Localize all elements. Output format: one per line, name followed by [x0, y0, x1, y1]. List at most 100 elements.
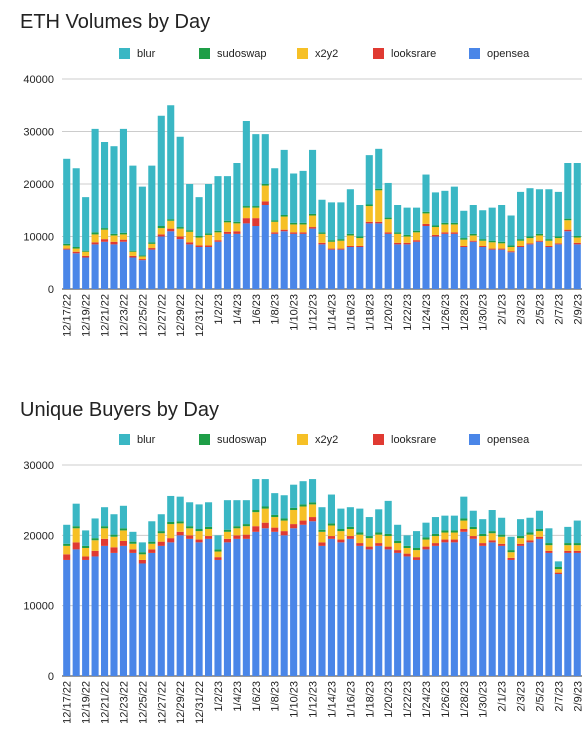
bar-segment-x2y2	[498, 536, 506, 544]
x-tick-label: 1/12/23	[308, 294, 320, 331]
legend-swatch-sudoswap	[199, 48, 210, 59]
bar-segment-looksrare	[545, 245, 553, 247]
bar-segment-sudoswap	[119, 232, 127, 235]
bar-segment-looksrare	[157, 541, 165, 546]
bar-segment-blur	[346, 189, 354, 234]
bar-segment-looksrare	[327, 536, 335, 539]
bar-segment-opensea	[167, 542, 175, 676]
bar-segment-blur	[535, 189, 543, 234]
bar-segment-x2y2	[346, 235, 354, 246]
bar-segment-sudoswap	[479, 533, 487, 537]
bar-segment-looksrare	[507, 557, 515, 560]
legend-item-looksrare: looksrare	[373, 434, 436, 446]
bar-segment-sudoswap	[526, 236, 534, 239]
x-tick-label: 1/4/23	[232, 681, 244, 712]
bar-segment-x2y2	[299, 224, 307, 233]
bar-segment-looksrare	[195, 539, 203, 543]
legend-swatch-blur	[119, 48, 130, 59]
bar-segment-looksrare	[327, 248, 335, 250]
bar-segment-x2y2	[431, 536, 439, 544]
x-tick-label: 1/14/23	[326, 294, 338, 331]
bar-segment-looksrare	[167, 538, 175, 543]
bar-segment-sudoswap	[479, 239, 487, 241]
bar-segment-opensea	[223, 233, 231, 290]
bar-segment-x2y2	[63, 545, 71, 555]
x-tick-label: 1/22/23	[402, 294, 414, 331]
bar-segment-blur	[63, 158, 71, 244]
bar-segment-sudoswap	[195, 235, 203, 238]
legend-swatch-x2y2	[297, 434, 308, 445]
bar-segment-opensea	[535, 241, 543, 289]
bar-segment-x2y2	[157, 228, 165, 235]
bar-segment-blur	[498, 205, 506, 242]
bar-segment-x2y2	[110, 536, 118, 548]
bar-segment-x2y2	[138, 554, 146, 560]
bar-segment-x2y2	[205, 529, 213, 537]
bar-segment-x2y2	[119, 234, 127, 240]
bar-segment-opensea	[261, 528, 269, 676]
bar-segment-sudoswap	[346, 233, 354, 236]
bar-segment-looksrare	[460, 529, 468, 532]
bar-segment-x2y2	[110, 235, 118, 242]
bar-segment-x2y2	[488, 533, 496, 541]
bar-segment-sudoswap	[507, 245, 515, 247]
bar-segment-looksrare	[261, 201, 269, 205]
bar-segment-blur	[535, 510, 543, 530]
bar-segment-opensea	[479, 545, 487, 676]
bar-segment-looksrare	[290, 524, 298, 529]
bar-segment-blur	[157, 115, 165, 226]
bar-segment-looksrare	[384, 232, 392, 234]
bar-segment-x2y2	[214, 551, 222, 558]
bar-segment-looksrare	[280, 229, 288, 232]
x-tick-label: 1/30/23	[478, 294, 490, 331]
bar-segment-looksrare	[205, 245, 213, 247]
bar-segment-opensea	[205, 538, 213, 676]
bar-segment-sudoswap	[545, 239, 553, 241]
bar-segment-x2y2	[413, 232, 421, 241]
bar-segment-blur	[573, 163, 581, 236]
bar-segment-looksrare	[119, 239, 127, 242]
bar-segment-sudoswap	[498, 534, 506, 537]
bar-segment-x2y2	[545, 545, 553, 551]
bar-segment-blur	[299, 481, 307, 505]
bar-segment-x2y2	[261, 508, 269, 523]
bar-segment-opensea	[413, 559, 421, 676]
bar-segment-opensea	[327, 538, 335, 676]
bar-segment-looksrare	[252, 526, 260, 532]
bar-segment-x2y2	[205, 234, 213, 246]
bar-segment-blur	[327, 202, 335, 241]
bar-segment-opensea	[186, 244, 194, 290]
x-tick-label: 12/21/22	[100, 681, 112, 724]
bar-segment-sudoswap	[394, 232, 402, 234]
legend-swatch-opensea	[469, 434, 480, 445]
bar-segment-blur	[526, 517, 534, 533]
bar-segment-x2y2	[327, 525, 335, 537]
x-tick-label: 2/5/23	[534, 681, 546, 712]
bar-segment-opensea	[460, 247, 468, 289]
bar-segment-looksrare	[299, 520, 307, 525]
bar-segment-sudoswap	[403, 545, 411, 548]
x-tick-label: 12/27/22	[156, 294, 168, 337]
legend-item-opensea: opensea	[469, 434, 530, 446]
bar-segment-looksrare	[337, 248, 345, 250]
bar-segment-sudoswap	[309, 213, 317, 216]
bar-segment-looksrare	[129, 255, 137, 258]
bar-segment-blur	[167, 495, 175, 522]
bar-segment-opensea	[488, 249, 496, 290]
bar-segment-x2y2	[119, 530, 127, 541]
bar-segment-blur	[413, 531, 421, 548]
bar-segment-blur	[488, 207, 496, 241]
legend-item-sudoswap: sudoswap	[199, 48, 267, 60]
bar-segment-sudoswap	[488, 531, 496, 534]
x-tick-label: 1/16/23	[345, 294, 357, 331]
x-tick-label: 1/10/23	[289, 294, 301, 331]
bar-segment-x2y2	[129, 251, 137, 256]
bar-segment-opensea	[479, 247, 487, 289]
bar-segment-x2y2	[148, 243, 156, 249]
bar-segment-looksrare	[346, 536, 354, 539]
bar-segment-sudoswap	[242, 524, 250, 527]
bar-segment-looksrare	[450, 539, 458, 543]
bar-segment-opensea	[290, 233, 298, 290]
x-tick-label: 12/31/22	[194, 681, 206, 724]
bar-segment-blur	[403, 535, 411, 546]
